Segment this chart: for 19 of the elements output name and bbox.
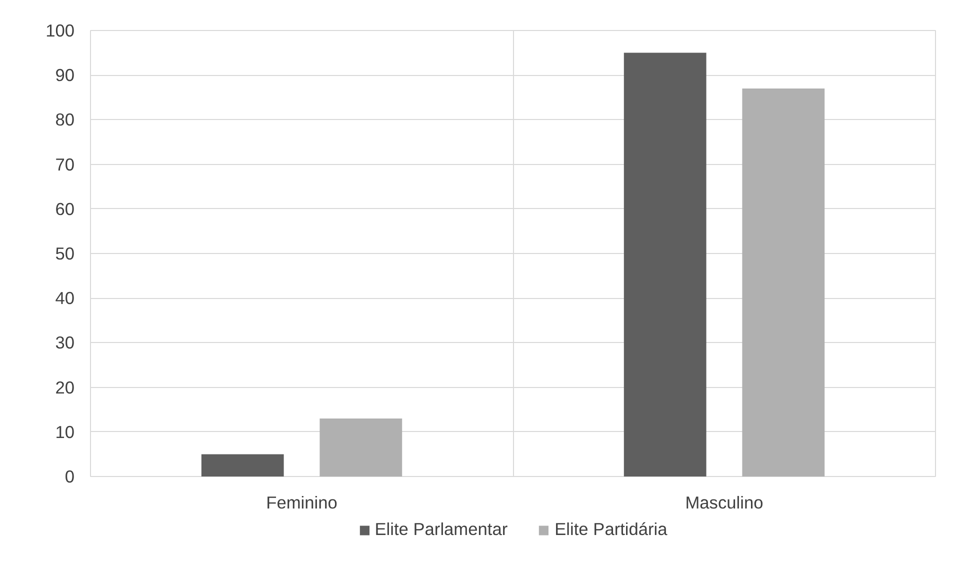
y-tick-label: 70 [55, 154, 75, 174]
y-tick-label: 80 [55, 110, 75, 130]
y-tick-label: 20 [55, 377, 75, 398]
bar [201, 454, 284, 476]
y-tick-label: 90 [55, 65, 75, 86]
bar [624, 52, 706, 476]
y-tick-label: 100 [46, 20, 75, 40]
x-tick-label: Masculino [685, 492, 764, 512]
legend-label: Elite Partidária [554, 519, 668, 540]
x-tick-label: Feminino [266, 492, 338, 512]
y-tick-label: 50 [55, 244, 75, 264]
y-tick-label: 40 [55, 288, 75, 308]
bar [742, 88, 825, 476]
y-tick-label: 30 [55, 332, 75, 353]
y-tick-label: 10 [55, 422, 75, 442]
legend-label: Elite Parlamentar [374, 519, 508, 540]
y-tick-label: 60 [55, 198, 75, 219]
y-tick-label: 0 [64, 466, 75, 486]
bar [320, 418, 402, 476]
